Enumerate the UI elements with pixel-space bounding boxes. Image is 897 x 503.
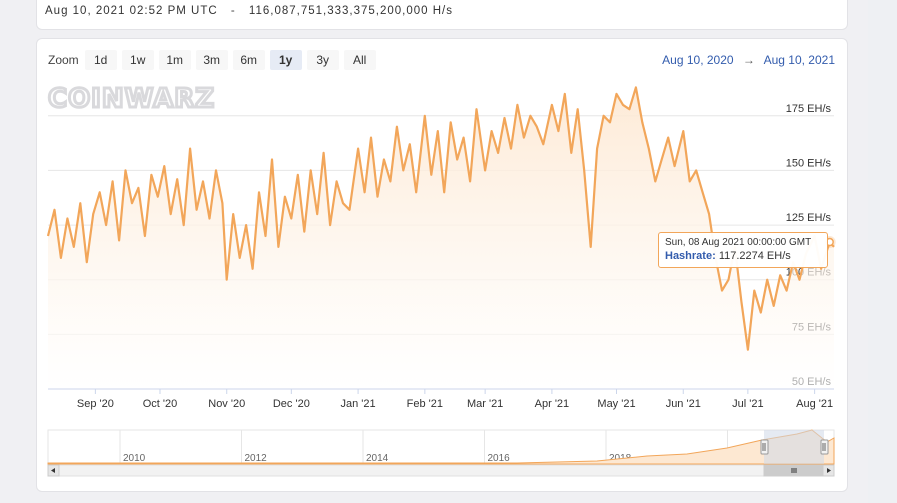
coinwarz-watermark: COINWARZ [48,84,215,114]
y-tick-label: 150 EH/s [786,157,832,169]
tooltip-value: 117.2274 EH/s [718,250,791,262]
page-side-strip [868,0,897,503]
zoom-button-1y[interactable]: 1y [269,50,302,70]
y-tick-label: 175 EH/s [786,103,832,115]
hashrate-line [46,86,835,351]
tooltip-date: Sun, 08 Aug 2021 00:00:00 GMT [665,237,812,248]
zoom-button-3y[interactable]: 3y [306,50,339,70]
navigator-year-label: 2014 [366,453,389,464]
hashrate-chart: COINWARZ50 EH/s75 EH/s100 EH/s125 EH/s15… [46,83,836,477]
x-tick-label: Nov '20 [208,398,245,410]
range-from[interactable]: Aug 10, 2020 [662,53,734,67]
chart-tooltip: Sun, 08 Aug 2021 00:00:00 GMT Hashrate: … [658,232,828,268]
zoom-button-1w[interactable]: 1w [121,50,154,70]
x-tick-label: May '21 [597,398,635,410]
range-display: Aug 10, 2020 → Aug 10, 2021 [662,53,835,67]
navigator-year-label: 2016 [488,453,511,464]
separator: - [230,5,236,17]
scroll-left-arrow-icon [51,468,55,473]
x-tick-label: Jan '21 [341,398,376,410]
x-tick-label: Jun '21 [666,398,701,410]
x-tick-label: Dec '20 [273,398,310,410]
navigator-year-label: 2010 [123,453,146,464]
y-tick-label: 125 EH/s [786,212,832,224]
zoom-button-6m[interactable]: 6m [232,50,265,70]
zoom-label: Zoom [48,53,79,67]
x-tick-label: Mar '21 [467,398,503,410]
navigator-selection [764,430,824,464]
tooltip-colon: : [712,250,716,262]
zoom-button-all[interactable]: All [343,50,376,70]
x-tick-label: Aug '21 [796,398,833,410]
range-to[interactable]: Aug 10, 2021 [763,53,835,67]
x-tick-label: Apr '21 [535,398,570,410]
zoom-bar: Zoom 1d 1w 1m 3m 6m 1y 3y All [48,50,381,70]
scroll-right-arrow-icon [827,468,831,473]
x-tick-label: Sep '20 [77,398,114,410]
zoom-button-1m[interactable]: 1m [158,50,191,70]
x-tick-label: Oct '20 [143,398,178,410]
tooltip-value-line: Hashrate: 117.2274 EH/s [665,249,821,264]
current-hashrate-value: 116,087,751,333,375,200,000 H/s [248,5,453,17]
scrollbar-track [47,464,835,477]
timestamp: Aug 10, 2021 02:52 PM UTC [45,5,218,17]
navigator-year-label: 2012 [245,453,268,464]
range-arrow: → [742,53,755,67]
zoom-button-3m[interactable]: 3m [195,50,228,70]
zoom-button-1d[interactable]: 1d [84,50,117,70]
current-hashrate-line: Aug 10, 2021 02:52 PM UTC - 116,087,751,… [45,5,453,17]
hashrate-area [48,87,834,390]
x-tick-label: Feb '21 [407,398,443,410]
tooltip-series-name: Hashrate [665,250,713,262]
x-tick-label: Jul '21 [732,398,763,410]
current-hashrate-card: Aug 10, 2021 02:52 PM UTC - 116,087,751,… [36,0,848,30]
hashrate-chart-card: COINWARZ50 EH/s75 EH/s100 EH/s125 EH/s15… [36,38,848,492]
